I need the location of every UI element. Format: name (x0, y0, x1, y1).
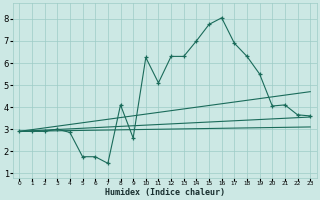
X-axis label: Humidex (Indice chaleur): Humidex (Indice chaleur) (105, 188, 225, 197)
